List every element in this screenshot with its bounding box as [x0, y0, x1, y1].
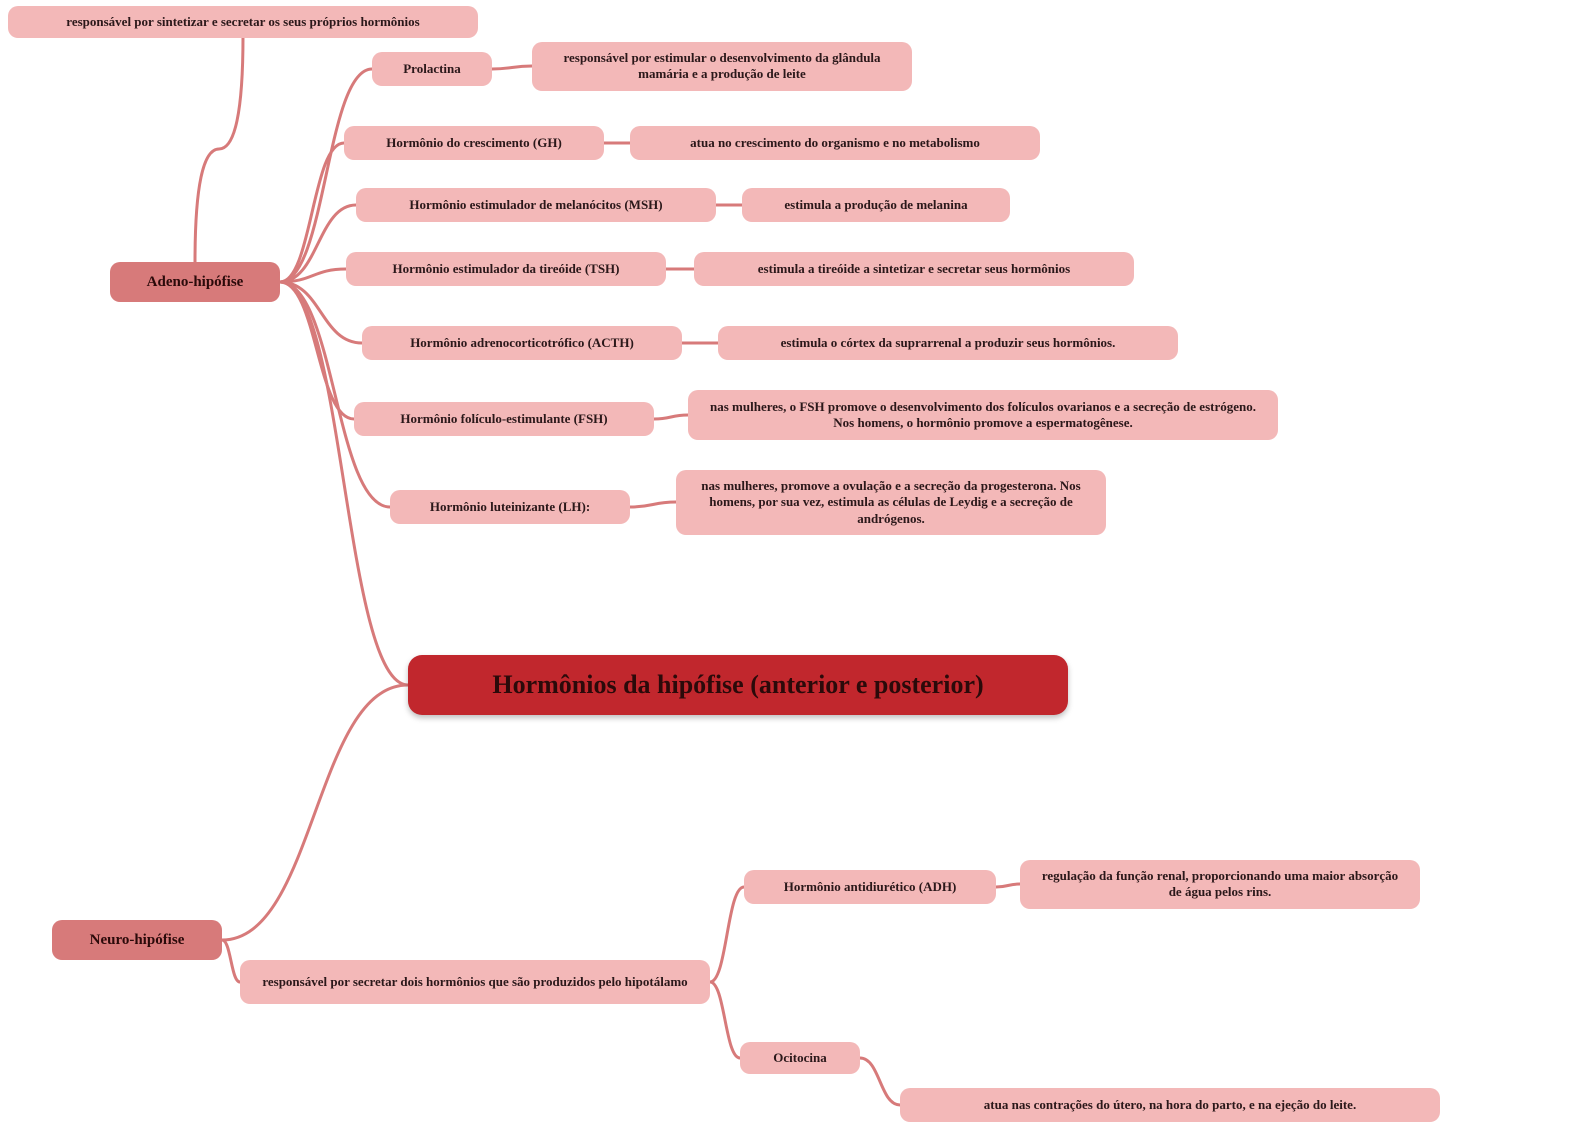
edge-adeno-acth	[280, 282, 362, 343]
edge-oci-oci_d	[860, 1058, 900, 1105]
node-fsh_d: nas mulheres, o FSH promove o desenvolvi…	[688, 390, 1278, 440]
node-oci_d: atua nas contrações do útero, na hora do…	[900, 1088, 1440, 1122]
edge-prl-prl_d	[492, 66, 532, 69]
edge-fsh-fsh_d	[654, 415, 688, 419]
node-adeno: Adeno-hipófise	[110, 262, 280, 302]
edge-lh-lh_d	[630, 502, 676, 507]
edge-adeno-gh	[280, 143, 344, 282]
node-adh_d: regulação da função renal, proporcionand…	[1020, 860, 1420, 909]
mindmap-stage: Hormônios da hipófise (anterior e poster…	[0, 0, 1596, 1129]
node-acth: Hormônio adrenocorticotrófico (ACTH)	[362, 326, 682, 360]
node-lh: Hormônio luteinizante (LH):	[390, 490, 630, 524]
edge-root-neuro	[222, 685, 408, 940]
edge-nh_resp-adh	[710, 887, 744, 982]
node-nh_resp: responsável por secretar dois hormônios …	[240, 960, 710, 1004]
node-adh: Hormônio antidiurético (ADH)	[744, 870, 996, 904]
node-gh: Hormônio do crescimento (GH)	[344, 126, 604, 160]
edge-adeno-tsh	[280, 269, 346, 282]
node-fsh: Hormônio folículo-estimulante (FSH)	[354, 402, 654, 436]
node-msh: Hormônio estimulador de melanócitos (MSH…	[356, 188, 716, 222]
node-prl_d: responsável por estimular o desenvolvime…	[532, 42, 912, 91]
node-tsh: Hormônio estimulador da tireóide (TSH)	[346, 252, 666, 286]
edge-adeno-msh	[280, 205, 356, 282]
node-oci: Ocitocina	[740, 1042, 860, 1074]
edge-layer	[0, 0, 1596, 1129]
node-neuro: Neuro-hipófise	[52, 920, 222, 960]
edge-adeno-ad_resp	[195, 36, 243, 262]
node-prl: Prolactina	[372, 52, 492, 86]
edge-adeno-prl	[280, 69, 372, 282]
node-root: Hormônios da hipófise (anterior e poster…	[408, 655, 1068, 715]
node-lh_d: nas mulheres, promove a ovulação e a sec…	[676, 470, 1106, 535]
node-acth_d: estimula o córtex da suprarrenal a produ…	[718, 326, 1178, 360]
edge-neuro-nh_resp	[222, 940, 240, 982]
node-msh_d: estimula a produção de melanina	[742, 188, 1010, 222]
node-tsh_d: estimula a tireóide a sintetizar e secre…	[694, 252, 1134, 286]
edge-adh-adh_d	[996, 884, 1020, 887]
edge-nh_resp-oci	[710, 982, 740, 1058]
node-gh_d: atua no crescimento do organismo e no me…	[630, 126, 1040, 160]
node-ad_resp: responsável por sintetizar e secretar os…	[8, 6, 478, 38]
edge-adeno-fsh	[280, 282, 354, 419]
edge-adeno-lh	[280, 282, 390, 507]
